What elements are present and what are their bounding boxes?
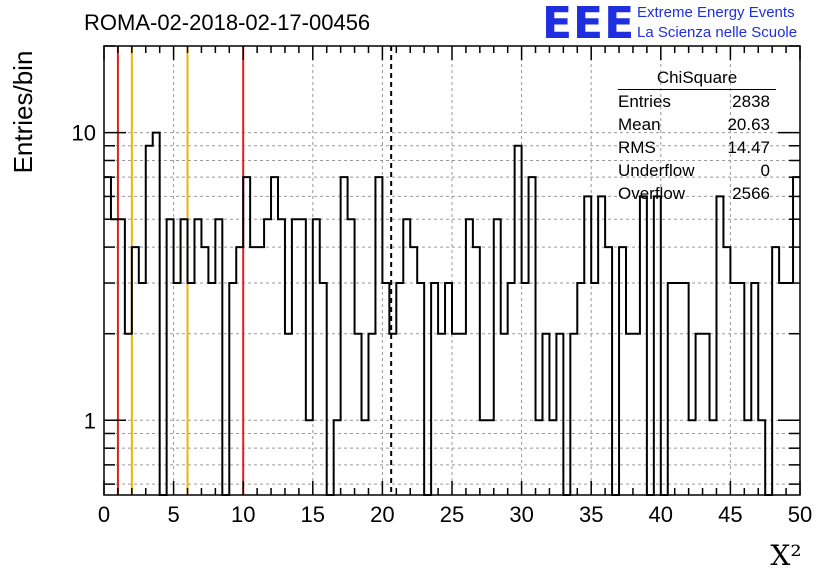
x-tick-label: 35 <box>579 502 603 527</box>
stat-value: 2566 <box>732 184 770 203</box>
stat-label: RMS <box>618 138 656 157</box>
x-tick-label: 15 <box>301 502 325 527</box>
eee-logo: EEE Extreme Energy Events La Scienza nel… <box>542 2 832 46</box>
x-tick-label: 50 <box>788 502 812 527</box>
stat-label: Overflow <box>618 184 686 203</box>
x-tick-label: 30 <box>509 502 533 527</box>
page-title: ROMA-02-2018-02-17-00456 <box>84 10 371 35</box>
stat-row-mean: Mean 20.63 <box>612 113 776 136</box>
x-tick-label: 10 <box>231 502 255 527</box>
stat-label: Underflow <box>618 161 695 180</box>
logo-line2: La Scienza nelle Scuole <box>637 24 798 41</box>
stat-row-entries: Entries 2838 <box>612 90 776 113</box>
x-tick-label: 40 <box>649 502 673 527</box>
x-tick-label: 25 <box>440 502 464 527</box>
logo-line1: Extreme Energy Events <box>637 4 795 21</box>
logo-mark: EEE <box>542 0 636 49</box>
axes: 0 5 10 15 20 25 30 35 40 45 50 1 10 <box>72 45 812 527</box>
stat-row-rms: RMS 14.47 <box>612 136 776 159</box>
stat-value: 20.63 <box>727 115 770 134</box>
x-axis-label: X² <box>770 539 801 572</box>
stat-label: Entries <box>618 92 671 111</box>
x-tick-label: 45 <box>718 502 742 527</box>
stats-box: ChiSquare Entries 2838 Mean 20.63 RMS 14… <box>612 67 776 205</box>
stat-row-overflow: Overflow 2566 <box>612 182 776 205</box>
stat-value: 2838 <box>732 92 770 111</box>
stats-title: ChiSquare <box>618 67 776 90</box>
stat-row-underflow: Underflow 0 <box>612 159 776 182</box>
y-tick-label: 10 <box>72 121 96 146</box>
x-tick-label: 0 <box>98 502 110 527</box>
y-tick-label: 1 <box>84 408 96 433</box>
x-tick-label: 5 <box>167 502 179 527</box>
x-tick-label: 20 <box>370 502 394 527</box>
stat-label: Mean <box>618 115 661 134</box>
stats-rows: Entries 2838 Mean 20.63 RMS 14.47 Underf… <box>612 90 776 205</box>
stat-value: 14.47 <box>727 138 770 157</box>
y-axis-label: Entries/bin <box>8 51 38 174</box>
histogram-line <box>104 131 800 496</box>
stat-value: 0 <box>760 161 770 180</box>
